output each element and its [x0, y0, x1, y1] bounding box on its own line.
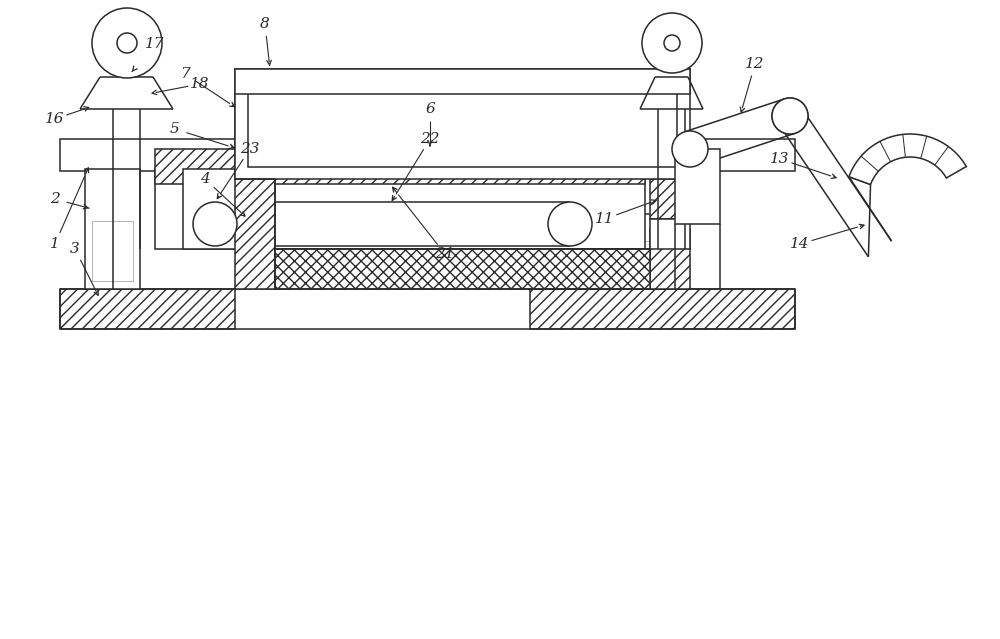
Bar: [235, 94, 275, 289]
Text: 6: 6: [425, 102, 435, 116]
Text: 14: 14: [790, 237, 810, 251]
Text: 11: 11: [595, 212, 615, 226]
Text: 12: 12: [745, 57, 765, 71]
Bar: [650, 229, 690, 289]
Bar: [630, 214, 685, 289]
Text: 18: 18: [190, 77, 210, 91]
Bar: [92, 221, 133, 281]
Bar: [637, 241, 678, 281]
Bar: [183, 169, 248, 249]
Text: 22: 22: [420, 132, 440, 146]
Circle shape: [642, 13, 702, 73]
Bar: [650, 179, 690, 219]
Bar: [530, 289, 795, 329]
Bar: [155, 149, 645, 184]
Bar: [650, 219, 690, 249]
Circle shape: [772, 98, 808, 134]
Bar: [60, 289, 235, 329]
Circle shape: [193, 202, 237, 246]
Circle shape: [672, 131, 708, 167]
Text: 17: 17: [145, 37, 165, 51]
Bar: [235, 69, 690, 94]
Bar: [60, 139, 795, 171]
Circle shape: [548, 202, 592, 246]
Text: 7: 7: [180, 67, 190, 81]
Bar: [675, 149, 720, 224]
Bar: [85, 169, 140, 289]
Bar: [248, 81, 677, 167]
Text: 5: 5: [170, 122, 180, 136]
Circle shape: [117, 33, 137, 53]
Text: 23: 23: [240, 142, 260, 156]
Bar: [235, 69, 690, 179]
Text: 2: 2: [50, 192, 60, 206]
Text: 16: 16: [45, 112, 65, 126]
Text: 13: 13: [770, 152, 790, 166]
Text: 3: 3: [70, 242, 80, 256]
Text: 21: 21: [435, 247, 455, 261]
Bar: [155, 169, 645, 249]
Text: 4: 4: [200, 172, 210, 186]
Bar: [275, 249, 650, 289]
Circle shape: [772, 98, 808, 134]
Circle shape: [92, 8, 162, 78]
Text: 8: 8: [260, 17, 270, 31]
Text: 1: 1: [50, 237, 60, 251]
Circle shape: [664, 35, 680, 51]
